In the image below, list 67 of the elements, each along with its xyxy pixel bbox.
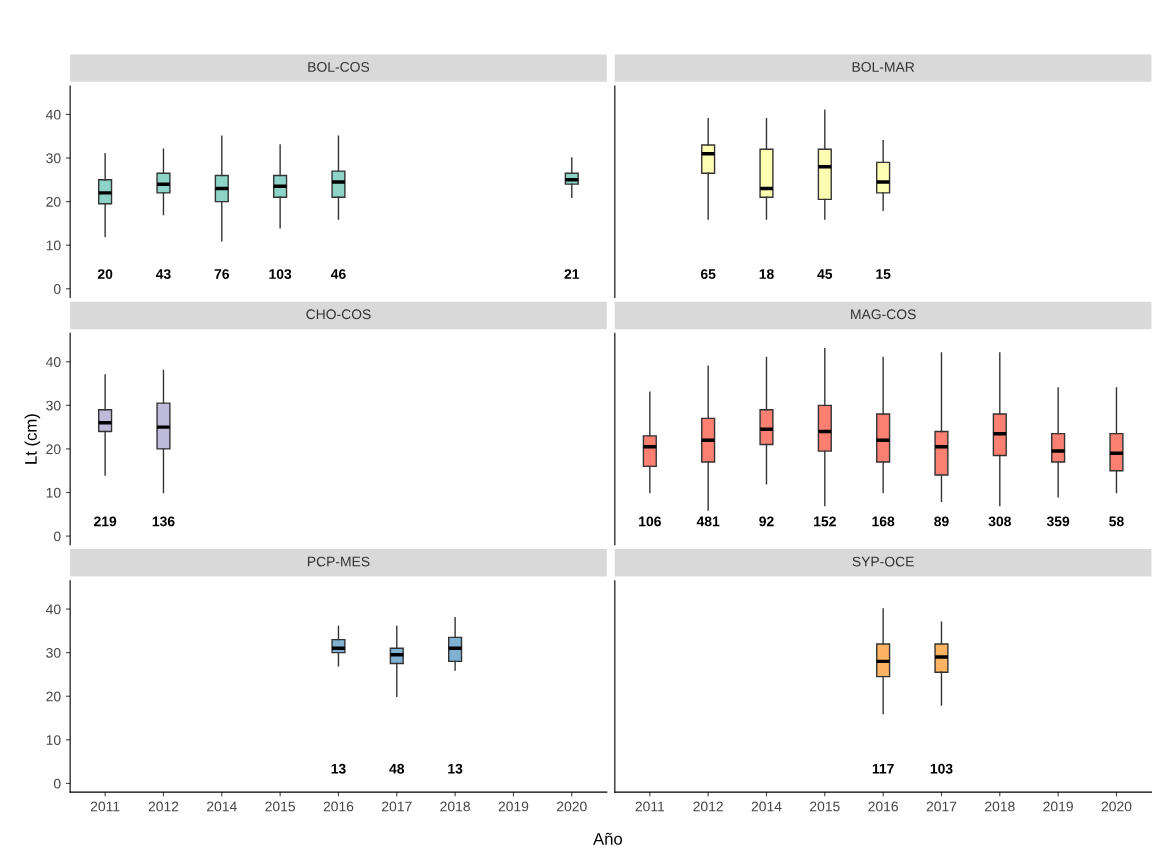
- x-tick-label: 2020: [557, 801, 587, 812]
- text: 106: [639, 516, 661, 527]
- text: 43: [155, 269, 171, 280]
- x-tick-label: 2019: [498, 801, 529, 812]
- text: 359: [1046, 516, 1070, 527]
- y-tick-label: 20: [46, 444, 61, 455]
- y-tick-label: 0: [53, 778, 61, 789]
- x-tick-label: 2018: [440, 801, 470, 812]
- text: 48: [389, 763, 405, 774]
- y-tick-label: 30: [46, 400, 61, 411]
- y-tick-label: 10: [46, 735, 61, 745]
- text: 308: [988, 516, 1011, 527]
- text: 89: [934, 516, 949, 527]
- x-tick-label: 2015: [810, 801, 840, 812]
- y-tick-label: 40: [45, 109, 61, 120]
- y-tick-label: 10: [46, 487, 61, 498]
- chart-title: CHO-COS: [306, 309, 371, 320]
- x-tick-label: 2016: [323, 801, 354, 812]
- text: 152: [814, 516, 836, 527]
- text: 76: [214, 269, 230, 279]
- x-tick-label: 2018: [985, 801, 1015, 812]
- x-axis-title: Año: [593, 832, 623, 845]
- chart-title: BOL-MAR: [852, 62, 915, 72]
- x-tick-label: 2020: [1101, 801, 1132, 812]
- y-tick-label: 30: [46, 647, 61, 658]
- x-tick-label: 2014: [751, 801, 782, 812]
- x-tick-label: 2014: [207, 801, 237, 812]
- x-tick-label: 2017: [926, 801, 957, 812]
- text: 13: [331, 763, 346, 774]
- text: 136: [152, 516, 175, 527]
- chart-title: BOL-COS: [308, 62, 370, 72]
- text: 20: [97, 269, 113, 279]
- x-tick-label: 2019: [1043, 801, 1073, 812]
- text: 46: [330, 269, 346, 279]
- y-tick-label: 10: [46, 240, 61, 251]
- x-tick-label: 2011: [635, 801, 665, 812]
- text: 21: [564, 269, 580, 279]
- text: 219: [94, 516, 117, 527]
- y-tick-label: 20: [46, 196, 61, 207]
- chart-title: SYP-OCE: [852, 556, 914, 567]
- chart-title: PCP-MES: [307, 556, 370, 567]
- text: 117: [872, 763, 894, 774]
- x-tick-label: 2016: [868, 801, 898, 812]
- x-tick-label: 2012: [693, 801, 723, 812]
- text: 45: [817, 269, 833, 279]
- y-tick-label: 40: [45, 604, 61, 615]
- x-tick-label: 2015: [265, 801, 295, 812]
- text: 13: [448, 763, 463, 774]
- y-tick-label: 20: [46, 691, 61, 702]
- text: 103: [269, 269, 292, 280]
- x-tick-label: 2012: [148, 801, 179, 812]
- text: 58: [1109, 516, 1124, 527]
- text: 15: [876, 269, 891, 279]
- y-axis-title: Lt (cm): [24, 414, 41, 464]
- y-tick-label: 30: [46, 153, 61, 164]
- y-tick-label: 0: [53, 531, 61, 542]
- text: 18: [759, 269, 774, 279]
- text: 481: [696, 516, 720, 527]
- x-tick-label: 2017: [382, 801, 412, 812]
- text: 168: [872, 516, 895, 527]
- y-tick-label: 40: [45, 357, 61, 367]
- y-tick-label: 0: [53, 284, 61, 294]
- x-tick-label: 2011: [90, 801, 120, 812]
- text: 92: [759, 516, 774, 527]
- chart-title: MAG-COS: [851, 309, 916, 320]
- text: 103: [930, 763, 953, 774]
- text: 65: [700, 269, 716, 279]
